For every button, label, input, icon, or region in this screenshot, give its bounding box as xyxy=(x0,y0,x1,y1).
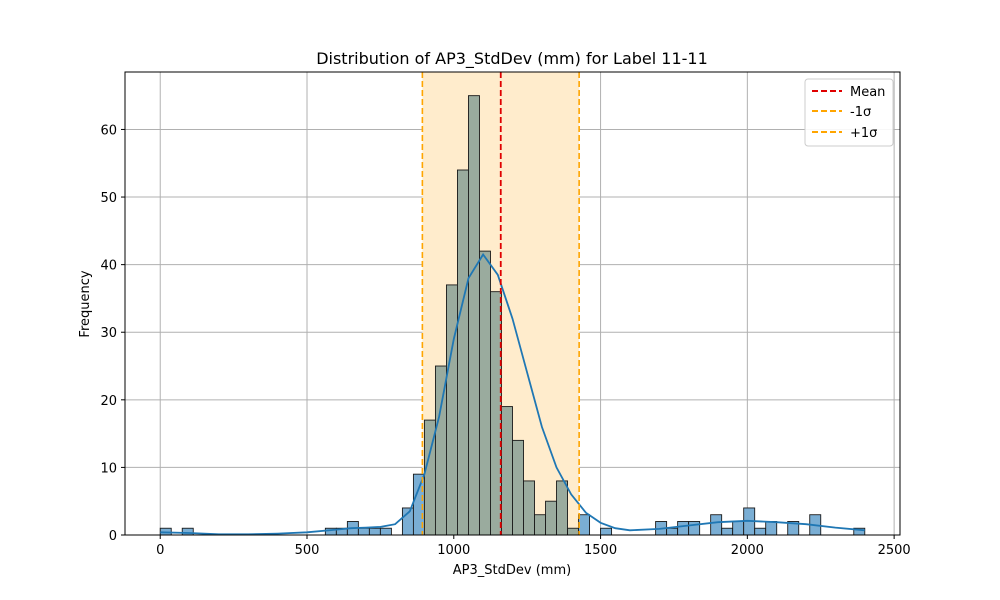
histogram-bar xyxy=(545,500,557,536)
histogram-bar xyxy=(721,527,734,536)
histogram-bar xyxy=(754,527,767,536)
y-tick-label: 60 xyxy=(100,123,117,138)
y-tick-label: 10 xyxy=(100,461,117,476)
histogram-bar xyxy=(468,95,480,536)
histogram-bar xyxy=(479,250,491,536)
x-tick-label: 2500 xyxy=(878,543,911,558)
histogram-bar xyxy=(490,291,502,536)
histogram-bar xyxy=(368,527,381,536)
chart-title: Distribution of AP3_StdDev (mm) for Labe… xyxy=(316,49,708,69)
histogram-bar xyxy=(357,527,370,536)
y-tick-label: 50 xyxy=(100,191,117,206)
histogram-bar xyxy=(710,514,723,536)
histogram-bar xyxy=(534,514,546,536)
y-tick-label: 30 xyxy=(100,326,117,341)
histogram-bar xyxy=(512,439,524,536)
x-tick-label: 500 xyxy=(295,543,320,558)
histogram-bar xyxy=(567,527,580,536)
legend: Mean -1σ +1σ xyxy=(804,78,894,147)
histogram-bar xyxy=(688,521,701,536)
kde-line xyxy=(160,252,865,536)
x-axis-label: AP3_StdDev (mm) xyxy=(453,563,571,578)
y-tick-label: 40 xyxy=(100,259,117,274)
y-tick-label: 0 xyxy=(109,529,117,544)
histogram-bar xyxy=(666,527,679,536)
histogram-bar xyxy=(578,514,591,536)
x-tick-label: 0 xyxy=(156,543,164,558)
histogram-bar xyxy=(732,521,745,536)
y-axis-label: Frequency xyxy=(78,270,93,337)
histogram-bar xyxy=(523,480,535,536)
legend-box xyxy=(804,78,894,147)
histogram-bar xyxy=(379,527,392,536)
legend-plus-sigma-label: +1σ xyxy=(850,126,877,141)
histogram-bar xyxy=(765,521,778,536)
x-tick-label: 2000 xyxy=(731,543,764,558)
axes-frame xyxy=(124,71,901,536)
plot-area: 0 500 1000 1500 2000 2500 0 10 20 30 40 50 60 xyxy=(100,71,911,558)
histogram-bar xyxy=(556,480,568,536)
x-tick-label: 1000 xyxy=(437,543,470,558)
histogram-bar xyxy=(677,521,690,536)
legend-mean-label: Mean xyxy=(850,85,885,100)
histogram-bar xyxy=(457,169,469,536)
y-tick-label: 20 xyxy=(100,394,117,409)
legend-minus-sigma-label: -1σ xyxy=(850,105,871,120)
x-tick-label: 1500 xyxy=(584,543,617,558)
histogram-bar xyxy=(600,527,613,536)
histogram-bar xyxy=(445,284,458,536)
histogram-bar xyxy=(501,406,513,536)
